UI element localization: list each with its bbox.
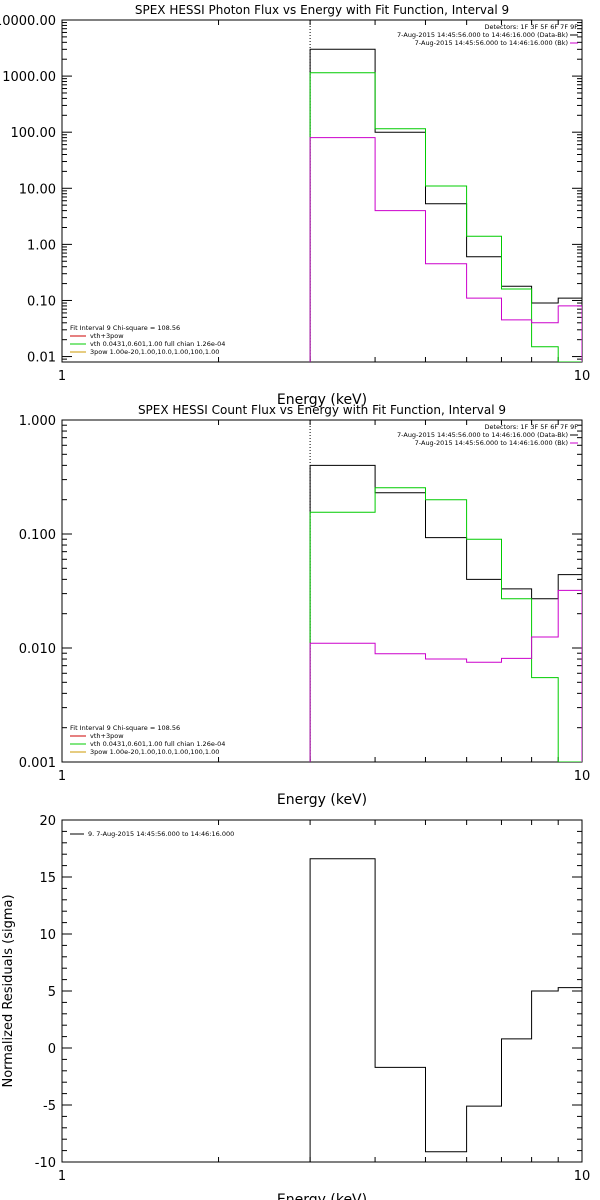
plot-frame <box>61 19 583 363</box>
y-tick-label: 0.01 <box>27 351 56 366</box>
y-tick-label: 1.000 <box>19 414 56 429</box>
legend-entry: 9. 7-Aug-2015 14:45:56.000 to 14:46:16.0… <box>88 830 234 838</box>
legend-entry: 7-Aug-2015 14:45:56.000 to 14:46:16.000 … <box>397 431 568 439</box>
legend-entry: vth+3pow <box>90 332 124 340</box>
legend-entry: vth 0.0431,0.601,1.00 full chian 1.26e-0… <box>90 340 225 348</box>
legend-entry: 3pow 1.00e-20,1.00,10.0,1.00,100,1.00 <box>90 748 219 756</box>
x-tick-label: 10 <box>574 1169 591 1184</box>
y-tick-label: 1.00 <box>27 238 56 253</box>
y-tick-label: 0.100 <box>19 528 56 543</box>
y-tick-label: 0.001 <box>19 756 56 771</box>
series-line-0 <box>309 464 582 762</box>
x-axis-label: Energy (keV) <box>277 792 367 808</box>
legend-entry: 7-Aug-2015 14:45:56.000 to 14:46:16.000 … <box>415 39 568 47</box>
x-tick-label: 10 <box>574 369 591 384</box>
plot-frame <box>61 819 583 1163</box>
series-line-2 <box>309 137 582 362</box>
series-line-1 <box>309 487 582 762</box>
x-tick-label: 1 <box>58 1169 66 1184</box>
series-line-2 <box>309 589 582 762</box>
legend-entry: vth 0.0431,0.601,1.00 full chian 1.26e-0… <box>90 740 225 748</box>
legend-entry: Detectors: 1F 3F 5F 6F 7F 9F <box>484 423 578 431</box>
y-tick-label: -10 <box>35 1156 56 1171</box>
y-tick-label: 10 <box>39 928 56 943</box>
y-tick-label: 10.00 <box>19 182 56 197</box>
legend-entry: Detectors: 1F 3F 5F 6F 7F 9F <box>484 23 578 31</box>
x-axis-label: Energy (keV) <box>277 392 367 408</box>
legend-entry: 7-Aug-2015 14:45:56.000 to 14:46:16.000 … <box>415 439 568 447</box>
y-tick-label: 0.10 <box>27 294 56 309</box>
y-tick-label: 0 <box>48 1042 56 1057</box>
series-line-0 <box>309 48 582 362</box>
x-tick-label: 1 <box>58 369 66 384</box>
series-line-0 <box>309 858 582 1162</box>
x-tick-label: 1 <box>58 769 66 784</box>
y-tick-label: 0.010 <box>19 642 56 657</box>
legend-entry: 7-Aug-2015 14:45:56.000 to 14:46:16.000 … <box>397 31 568 39</box>
y-axis-label: Normalized Residuals (sigma) <box>1 894 16 1087</box>
plot-frame <box>61 419 583 763</box>
y-tick-label: 100.00 <box>11 126 57 141</box>
legend-entry: Fit Interval 9 Chi-square = 108.56 <box>70 324 180 332</box>
y-tick-label: 1000.00 <box>2 70 56 85</box>
y-tick-label: 15 <box>39 871 56 886</box>
x-tick-label: 10 <box>574 769 591 784</box>
chart-title: SPEX HESSI Photon Flux vs Energy with Fi… <box>135 3 509 17</box>
y-tick-label: 20 <box>39 814 56 829</box>
legend-entry: 3pow 1.00e-20,1.00,10.0,1.00,100,1.00 <box>90 348 219 356</box>
legend-entry: Fit Interval 9 Chi-square = 108.56 <box>70 724 180 732</box>
y-tick-label: 5 <box>48 985 56 1000</box>
x-axis-label: Energy (keV) <box>277 1192 367 1200</box>
legend-entry: vth+3pow <box>90 732 124 740</box>
y-tick-label: 10000.00 <box>0 14 56 29</box>
chart-title: SPEX HESSI Count Flux vs Energy with Fit… <box>138 403 506 417</box>
y-tick-label: -5 <box>43 1099 56 1114</box>
series-line-1 <box>309 72 582 362</box>
